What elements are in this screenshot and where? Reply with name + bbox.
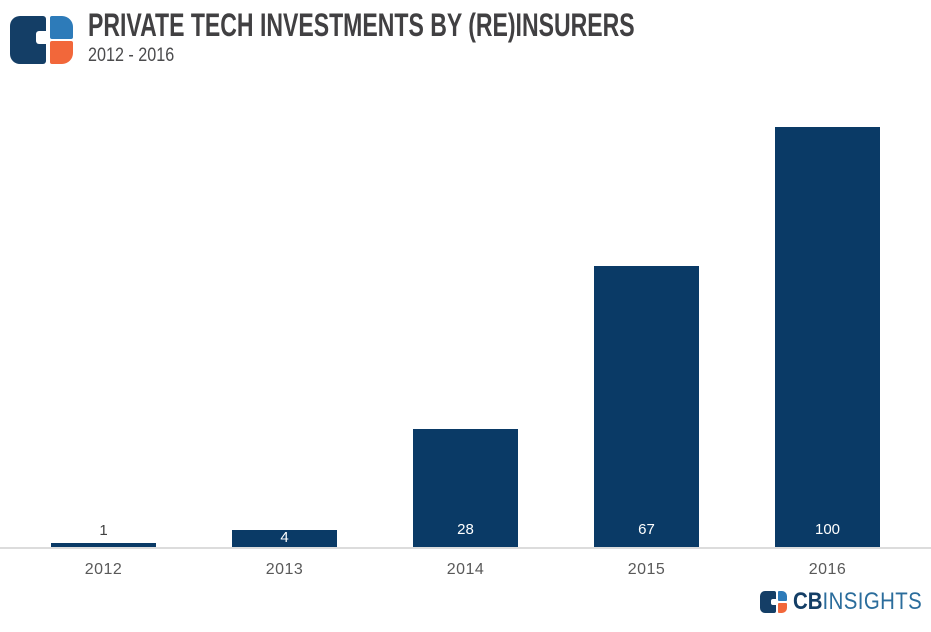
x-tick-2016: 2016 — [808, 561, 847, 578]
value-label-2013: 4 — [280, 529, 289, 546]
bar-2014 — [413, 429, 518, 547]
chart-title: PRIVATE TECH INVESTMENTS BY (RE)INSURERS — [88, 7, 635, 43]
wordmark-cb: CB — [793, 588, 823, 615]
mini-logo-c-block — [760, 591, 776, 613]
mini-logo-c-notch — [771, 599, 776, 605]
cbinsights-logo-small-icon — [760, 591, 787, 613]
bar-2012 — [51, 543, 156, 547]
bar-2013 — [232, 530, 337, 547]
x-tick-2013: 2013 — [265, 561, 304, 578]
footer-brand: CBINSIGHTS — [760, 588, 930, 616]
value-label-2015: 67 — [638, 521, 655, 538]
logo-b-top-block — [50, 16, 73, 39]
logo-b-bottom-block — [50, 41, 73, 64]
bar-2015 — [594, 266, 699, 547]
logo-c-notch — [36, 31, 46, 44]
title-block: PRIVATE TECH INVESTMENTS BY (RE)INSURERS… — [88, 7, 847, 67]
bar-2016 — [775, 127, 880, 547]
value-label-2014: 28 — [457, 521, 474, 538]
x-tick-2015: 2015 — [627, 561, 666, 578]
cbinsights-logo-icon — [10, 16, 73, 64]
value-label-2016: 100 — [814, 521, 841, 538]
chart-subtitle: 2012 - 2016 — [88, 45, 175, 66]
value-label-2012: 1 — [99, 522, 108, 539]
mini-logo-b-bottom-block — [778, 603, 787, 613]
wordmark-insights: INSIGHTS — [822, 588, 923, 615]
x-tick-2012: 2012 — [84, 561, 123, 578]
mini-logo-b-top-block — [778, 591, 787, 601]
x-axis-line — [0, 547, 931, 549]
x-tick-2014: 2014 — [446, 561, 485, 578]
cbinsights-wordmark: CBINSIGHTS — [793, 588, 922, 616]
